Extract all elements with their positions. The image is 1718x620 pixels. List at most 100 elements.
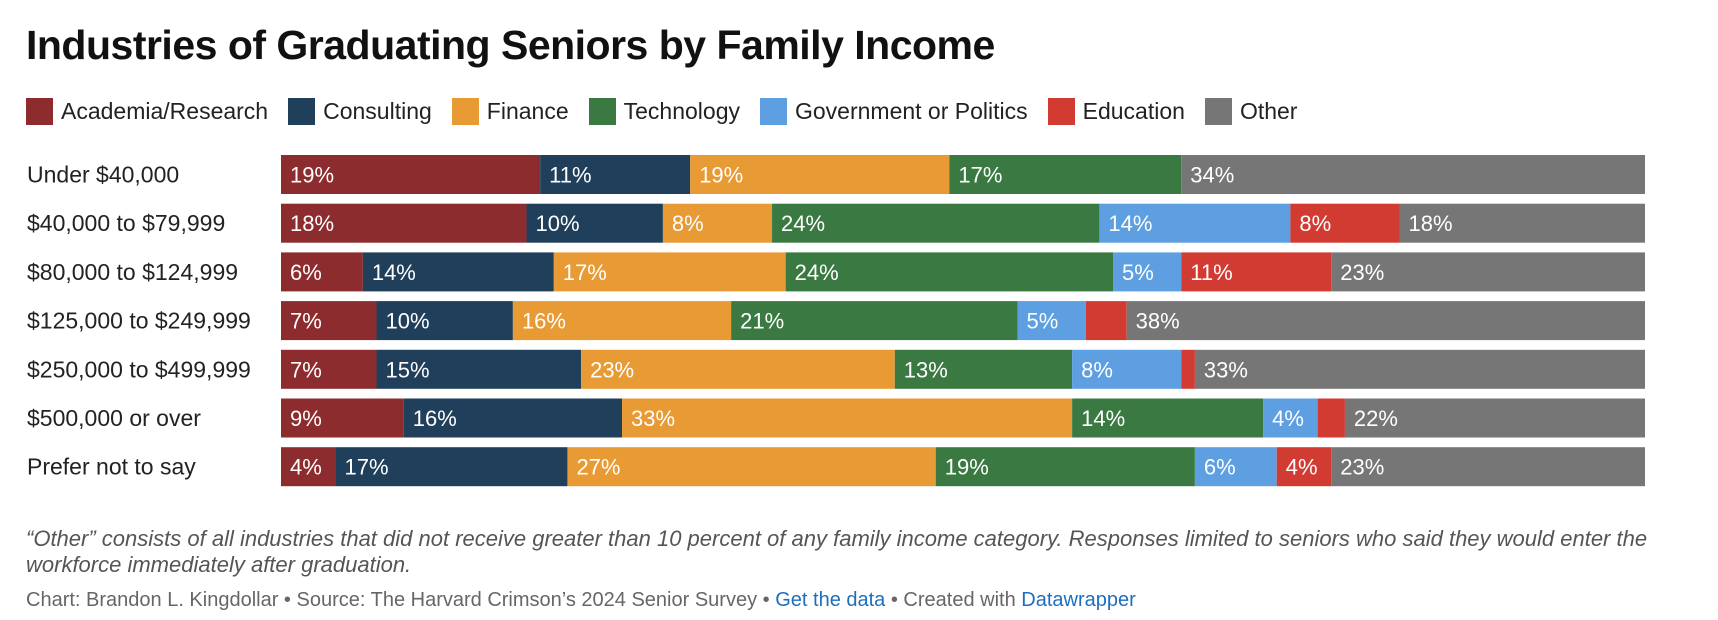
bar-segment <box>1126 301 1645 341</box>
data-label: 22% <box>1354 406 1398 431</box>
data-label: 6% <box>290 260 322 285</box>
bar-segment <box>894 349 1073 389</box>
bar-segment <box>772 203 1100 243</box>
data-label: 5% <box>1027 309 1059 334</box>
legend-swatch <box>451 98 479 125</box>
data-label: 19% <box>699 163 743 188</box>
chart-title: Industries of Graduating Seniors by Fami… <box>26 22 995 68</box>
bar-segment <box>1263 398 1318 438</box>
bar-segment <box>540 155 691 194</box>
legend-item: Consulting <box>288 98 432 125</box>
chart-notes: “Other” consists of all industries that … <box>26 526 1648 577</box>
bar-segment <box>281 203 527 243</box>
legend-swatch <box>288 98 316 125</box>
category-label: $80,000 to $124,999 <box>27 259 238 285</box>
legend-label: Other <box>1239 98 1298 124</box>
datawrapper-link[interactable]: Datawrapper <box>1021 589 1136 611</box>
data-label: 13% <box>904 357 948 382</box>
bar-segment <box>281 447 336 487</box>
bar-segment <box>281 252 363 292</box>
data-label: 9% <box>290 406 322 431</box>
data-label: 8% <box>1299 211 1331 236</box>
bar-segment <box>1344 398 1645 438</box>
data-label: 19% <box>290 163 334 188</box>
bar-segment <box>935 447 1195 487</box>
data-label: 38% <box>1136 309 1180 334</box>
source-text: Source: The Harvard Crimson’s 2024 Senio… <box>296 589 758 611</box>
get-data-link[interactable]: Get the data <box>775 589 886 611</box>
legend-item: Academia/Research <box>26 98 268 125</box>
bar-segment <box>526 203 663 243</box>
bar-segment <box>1317 398 1345 438</box>
data-label: 18% <box>1408 211 1452 236</box>
separator: • <box>278 589 297 611</box>
data-label: 15% <box>385 357 429 382</box>
legend-item: Government or Politics <box>759 98 1028 125</box>
bar-segment <box>785 252 1114 292</box>
data-label: 17% <box>345 455 389 480</box>
data-label: 17% <box>563 260 607 285</box>
bar-segment <box>1072 398 1264 438</box>
bar-segment <box>553 252 786 292</box>
bar-segment <box>662 203 773 243</box>
bar-segment <box>1181 349 1195 389</box>
bar-segment <box>1017 301 1086 341</box>
data-label: 19% <box>945 455 989 480</box>
bar-segment <box>281 349 377 389</box>
bar-segment <box>949 155 1182 194</box>
bar-segment <box>281 301 377 341</box>
data-label: 11% <box>549 163 591 188</box>
chart-author: Chart: Brandon L. Kingdollar <box>26 589 279 611</box>
created-with-text: Created with <box>903 589 1022 611</box>
legend-label: Consulting <box>323 98 432 124</box>
legend: Academia/Research Consulting Finance Techno… <box>26 98 1317 125</box>
bar-segment <box>690 155 950 194</box>
data-label: 10% <box>385 309 429 334</box>
category-label: $125,000 to $249,999 <box>27 308 251 334</box>
data-label: 24% <box>781 211 825 236</box>
category-label: $40,000 to $79,999 <box>27 210 225 236</box>
stacked-bar-chart: Under $40,000 19% 11% 19% 17% 34% $40,000 to $… <box>27 155 1645 487</box>
bar-segment <box>1194 349 1645 389</box>
data-label: 8% <box>672 211 704 236</box>
data-label: 16% <box>522 309 566 334</box>
legend-swatch <box>1204 98 1232 125</box>
legend-item: Other <box>1204 98 1298 125</box>
bar-segment <box>1290 203 1400 243</box>
category-label: Under $40,000 <box>27 162 179 188</box>
data-label: 4% <box>290 455 322 480</box>
bar-segment <box>281 155 541 194</box>
bar-segment <box>581 349 895 389</box>
source-line: Chart: Brandon L. Kingdollar • Source: T… <box>26 589 1136 612</box>
data-label: 33% <box>631 406 675 431</box>
data-label: 5% <box>1122 260 1154 285</box>
data-label: 10% <box>536 211 580 236</box>
data-label: 7% <box>290 357 322 382</box>
bar-segment <box>731 301 1018 341</box>
legend-swatch <box>588 98 616 125</box>
legend-label: Technology <box>623 98 740 124</box>
data-label: 8% <box>1081 357 1113 382</box>
bar-segment <box>1399 203 1645 243</box>
bar-segment <box>403 398 622 438</box>
separator: • <box>885 589 904 611</box>
data-label: 16% <box>413 406 457 431</box>
data-label: 23% <box>590 357 634 382</box>
legend-label: Government or Politics <box>794 98 1028 124</box>
legend-item: Finance <box>451 98 569 125</box>
bar-segment <box>1113 252 1182 292</box>
data-label: 4% <box>1272 406 1304 431</box>
bar-segment <box>1194 447 1277 487</box>
legend-item: Education <box>1047 98 1185 125</box>
legend-swatch <box>1047 98 1075 125</box>
category-label: $500,000 or over <box>27 405 201 431</box>
data-label: 34% <box>1190 163 1234 188</box>
bar-segment <box>512 301 732 341</box>
bar-segment <box>567 447 936 487</box>
data-label: 14% <box>372 260 416 285</box>
data-label: 7% <box>290 309 322 334</box>
data-label: 14% <box>1108 211 1152 236</box>
legend-swatch <box>759 98 787 125</box>
bar-segment <box>1331 447 1645 487</box>
bar-segment <box>622 398 1073 438</box>
